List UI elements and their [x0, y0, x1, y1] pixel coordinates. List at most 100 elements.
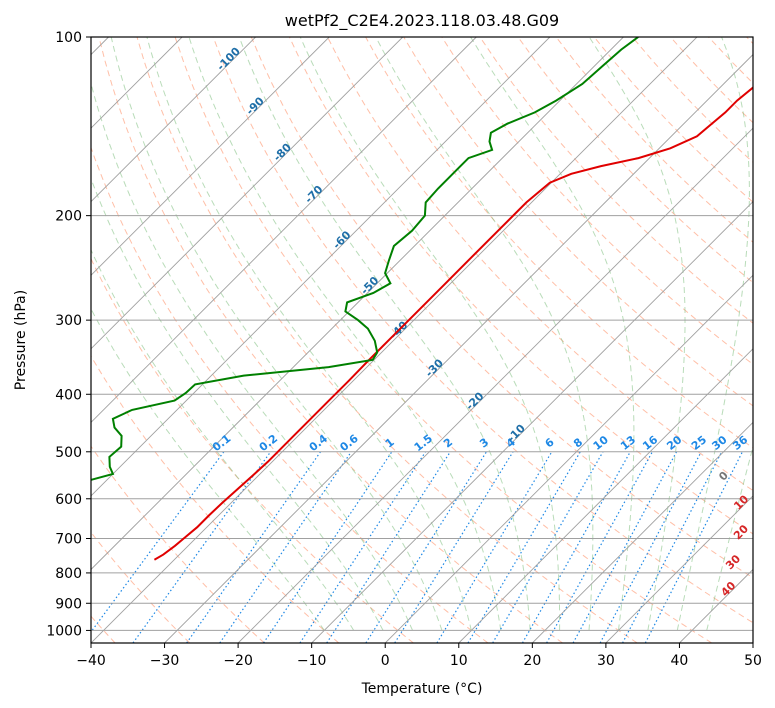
y-tick-label: 600: [55, 492, 82, 508]
dry-adiabat: [708, 37, 753, 84]
dry-adiabat: [98, 37, 563, 643]
x-tick-label: 10: [450, 653, 468, 669]
dry-adiabat: [517, 37, 753, 284]
mixing-ratio-label: 3: [477, 436, 491, 451]
isotherm: [752, 642, 753, 643]
mixing-ratio-label: 20: [664, 433, 684, 453]
isotherm: [91, 37, 551, 497]
moist-adiabat: [706, 444, 753, 631]
mixing-ratio-label: 8: [571, 436, 585, 451]
isotherm: [458, 348, 753, 643]
moist-adiabat: [238, 37, 531, 631]
isotherm: [91, 37, 404, 350]
dry-adiabat: [746, 37, 753, 45]
isotherm: [237, 127, 753, 643]
mixing-ratio-line: [132, 451, 272, 643]
dry-adiabat: [212, 37, 753, 624]
isotherm: [532, 421, 753, 643]
x-tick-label: 40: [671, 653, 689, 669]
plot-frame: [90, 36, 754, 644]
mixing-ratio-line: [326, 451, 451, 643]
mixing-ratio-line: [467, 451, 581, 643]
dewpoint-line: [91, 37, 639, 515]
y-tick-label: 900: [55, 596, 82, 612]
mixing-ratio-line: [436, 451, 553, 643]
moist-adiabat: [146, 37, 472, 631]
isotherm-gridlines: [91, 37, 753, 643]
dry-adiabat: [288, 37, 753, 535]
moist-adiabat: [91, 177, 384, 631]
isotherm-label: -70: [302, 183, 325, 206]
mixing-ratio-lines: [91, 451, 743, 643]
isotherm: [91, 37, 624, 571]
isotherm-label: -20: [463, 389, 486, 412]
mixing-ratio-label: 0.2: [257, 432, 280, 454]
dry-adiabat: [250, 37, 753, 579]
dry-adiabat: [136, 37, 638, 643]
moist-adiabat-label: 0: [716, 469, 731, 484]
isotherm: [311, 201, 753, 643]
isotherm: [91, 37, 256, 203]
isotherm-label: -60: [330, 228, 353, 251]
x-tick-label: 0: [381, 653, 390, 669]
y-tick-label: 800: [55, 566, 82, 582]
isotherm: [91, 37, 698, 643]
isotherm-label: -80: [271, 141, 294, 164]
mixing-ratio-line: [186, 451, 322, 643]
mixing-ratio-line: [521, 451, 631, 643]
isotherm-label: -90: [244, 94, 267, 117]
y-tick-label: 400: [55, 387, 82, 403]
y-tick-label: 500: [55, 445, 82, 461]
moist-adiabat: [676, 37, 750, 631]
isotherm: [384, 274, 753, 643]
dry-adiabat: [91, 445, 265, 643]
mixing-ratio-label: 36: [730, 433, 750, 453]
dry-adiabat: [670, 37, 753, 124]
moist-adiabat: [91, 248, 355, 631]
moist-adiabat-label: 20: [731, 522, 751, 542]
moist-adiabat: [375, 37, 594, 631]
x-axis-title: Temperature (°C): [361, 681, 483, 697]
mixing-ratio-line: [546, 451, 653, 643]
mixing-ratio-line: [394, 451, 514, 643]
mixing-ratio-line: [365, 451, 487, 643]
moist-adiabat: [588, 37, 686, 631]
x-tick-label: −30: [150, 653, 180, 669]
isotherm: [91, 37, 330, 276]
background-lines: [91, 37, 753, 643]
x-tick-label: −20: [223, 653, 253, 669]
isotherm: [91, 37, 477, 423]
mixing-ratio-line: [91, 451, 225, 633]
mixing-ratio-line: [219, 451, 352, 643]
mixing-ratio-label: 0.1: [210, 432, 233, 454]
y-tick-label: 700: [55, 532, 82, 548]
isotherm-label: -100: [214, 45, 243, 74]
dry-adiabat: [174, 37, 713, 643]
mixing-ratio-label: 16: [640, 433, 660, 453]
mixing-ratio-line: [599, 451, 702, 643]
mixing-ratio-line: [492, 451, 604, 643]
y-tick-label: 200: [55, 209, 82, 225]
y-axis: 100 200 300 400 500 600 700 800 900 1000: [46, 30, 91, 639]
x-axis: −40 −30 −20 −10 0 10 20 30 40 50: [76, 643, 762, 669]
y-axis-title: Pressure (hPa): [13, 290, 29, 390]
x-tick-label: 20: [523, 653, 541, 669]
isotherm: [164, 53, 753, 643]
dry-adiabat: [327, 37, 753, 492]
dry-adiabat: [91, 146, 489, 643]
moist-adiabat: [470, 37, 635, 631]
dry-adiabats: [91, 37, 753, 643]
mixing-ratio-label: 30: [709, 433, 729, 453]
y-tick-label: 1000: [46, 623, 82, 639]
y-tick-label: 100: [55, 30, 82, 46]
isobar-gridlines: [91, 37, 753, 631]
x-tick-label: −40: [76, 653, 106, 669]
mixing-ratio-label: 25: [689, 433, 709, 453]
mixing-ratio-label: 6: [543, 435, 557, 450]
moist-adiabat: [299, 37, 561, 631]
moist-adiabat-label: 10: [731, 492, 751, 512]
temperature-line: [153, 86, 753, 561]
x-tick-label: 30: [597, 653, 615, 669]
dry-adiabat: [91, 257, 414, 643]
